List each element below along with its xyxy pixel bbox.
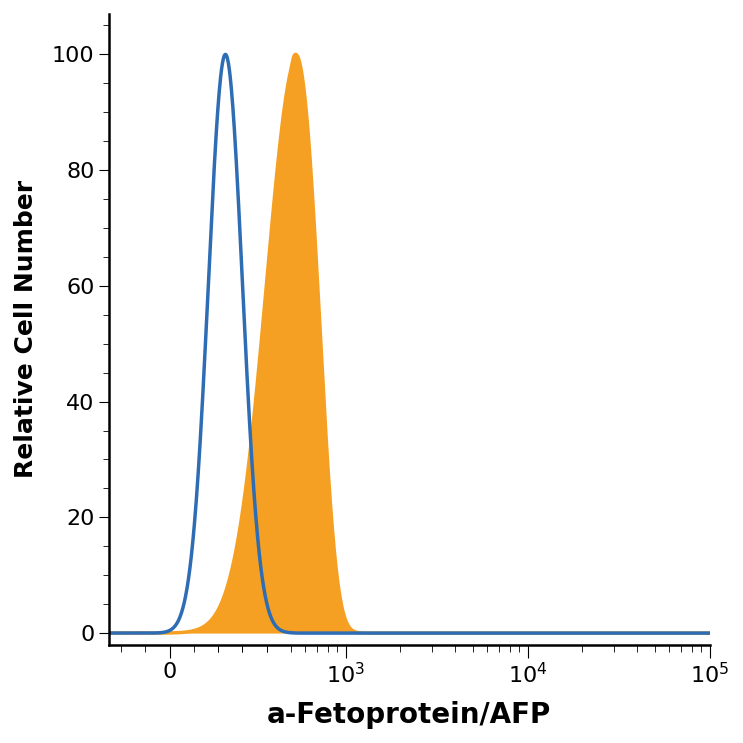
Y-axis label: Relative Cell Number: Relative Cell Number (14, 181, 38, 478)
X-axis label: a-Fetoprotein/AFP: a-Fetoprotein/AFP (267, 701, 551, 729)
